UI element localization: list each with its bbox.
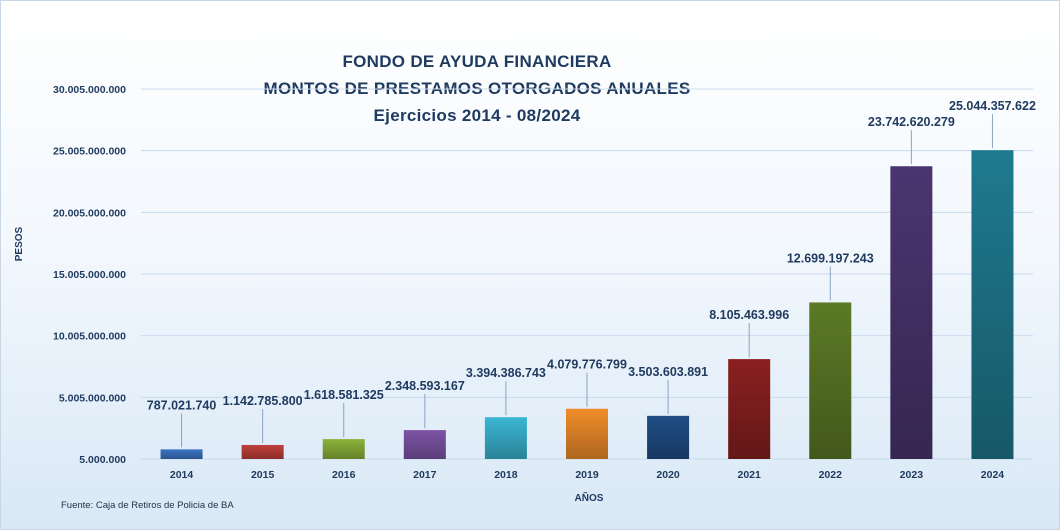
- x-tick-label: 2015: [251, 469, 275, 481]
- data-label: 1.618.581.325: [304, 388, 384, 402]
- data-label: 25.044.357.622: [949, 99, 1036, 113]
- data-label: 2.348.593.167: [385, 379, 465, 393]
- y-axis-label: PESOS: [14, 226, 25, 261]
- x-tick-label: 2021: [738, 469, 762, 481]
- bar-shading: [566, 408, 608, 459]
- bar-2016: [322, 439, 365, 459]
- bar-shading: [728, 359, 771, 459]
- data-label: 12.699.197.243: [787, 251, 874, 265]
- x-axis-label: AÑOS: [575, 491, 604, 504]
- bars: [160, 150, 1014, 459]
- x-tick-label: 2018: [494, 469, 518, 481]
- bar-2019: [566, 408, 608, 459]
- bar-2020: [647, 415, 690, 459]
- y-tick-label: 20.005.000.000: [53, 207, 126, 219]
- data-label: 3.394.386.743: [466, 366, 546, 380]
- y-tick-label: 30.005.000.000: [53, 84, 126, 96]
- bar-2018: [484, 417, 527, 459]
- bar-2015: [241, 444, 284, 459]
- bar-2023: [890, 166, 933, 459]
- bar-2024: [971, 150, 1014, 459]
- data-label: 4.079.776.799: [547, 358, 627, 372]
- data-label: 3.503.603.891: [628, 365, 708, 379]
- y-tick-label: 15.005.000.000: [53, 269, 126, 281]
- chart-title-line-1: FONDO DE AYUDA FINANCIERA: [342, 52, 611, 71]
- data-label: 23.742.620.279: [868, 115, 955, 129]
- bar-2017: [403, 430, 446, 459]
- bar-shading: [971, 150, 1014, 459]
- x-tick-label: 2019: [575, 469, 599, 481]
- bar-shading: [322, 439, 365, 459]
- chart-title-line-3: Ejercicios 2014 - 08/2024: [374, 106, 581, 125]
- y-tick-label: 25.005.000.000: [53, 146, 126, 158]
- x-axis-ticks: 2014 2015 2016 2017 2018 2019 2020 2021 2022 2023…: [170, 469, 1004, 481]
- x-tick-label: 2022: [819, 469, 843, 481]
- x-tick-label: 2017: [413, 469, 437, 481]
- x-tick-label: 2024: [981, 469, 1005, 481]
- y-axis-ticks: 5.000.000 5.005.000.000 10.005.000.000 15.0…: [53, 84, 126, 466]
- x-tick-label: 2014: [170, 469, 194, 481]
- leader-lines: [181, 114, 993, 448]
- data-label: 787.021.740: [147, 398, 217, 412]
- y-tick-label: 5.000.000: [79, 454, 126, 466]
- bar-2014: [160, 449, 203, 459]
- y-tick-label: 5.005.000.000: [59, 392, 126, 404]
- bar-2022: [809, 302, 852, 459]
- bar-shading: [403, 430, 446, 459]
- bar-shading: [647, 415, 690, 459]
- bar-shading: [484, 417, 527, 459]
- bar-shading: [241, 444, 284, 459]
- x-tick-label: 2016: [332, 469, 356, 481]
- bar-shading: [890, 166, 933, 459]
- data-labels: 787.021.740 1.142.785.800 1.618.581.3252.3…: [147, 99, 1036, 412]
- x-tick-label: 2020: [656, 469, 680, 481]
- bar-shading: [160, 449, 203, 459]
- bar-shading: [809, 302, 852, 459]
- source-note: Fuente: Caja de Retiros de Policia de BA: [61, 500, 234, 511]
- bar-2021: [728, 359, 771, 459]
- data-label: 8.105.463.996: [709, 308, 789, 322]
- data-label: 1.142.785.800: [223, 394, 303, 408]
- x-tick-label: 2023: [900, 469, 924, 481]
- y-tick-label: 10.005.000.000: [53, 331, 126, 343]
